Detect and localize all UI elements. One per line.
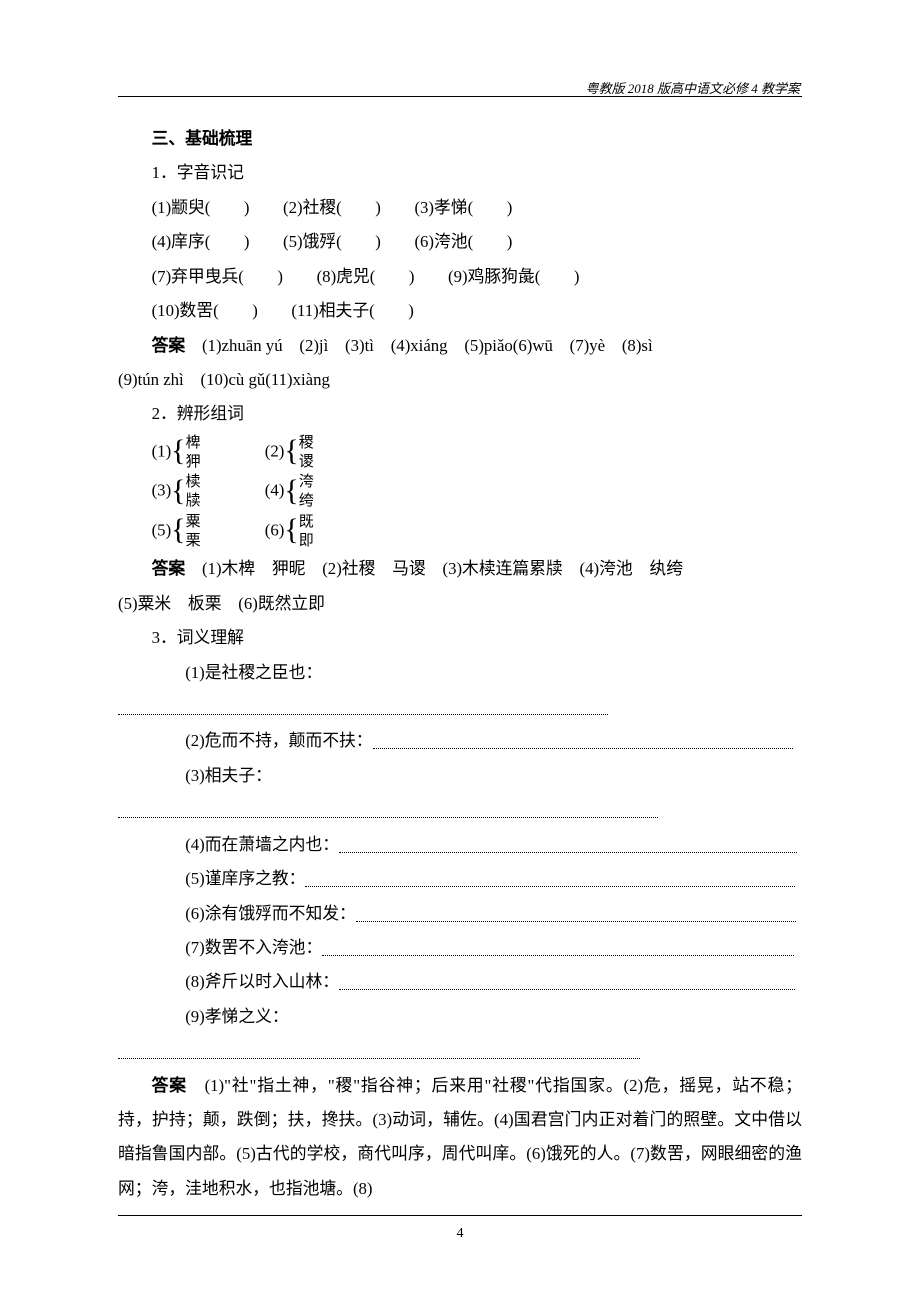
sub3-item-4: (4)而在萧墙之内也： — [118, 828, 802, 862]
char-b: 谡 — [299, 454, 314, 470]
brace-icon: { — [284, 516, 298, 543]
pair-num: (2) — [265, 441, 285, 460]
item-text: (4)而在萧墙之内也： — [152, 828, 339, 862]
sub2-title: 2．辨形组词 — [118, 397, 802, 431]
sub3-item-5: (5)谨庠序之教： — [118, 862, 802, 896]
answer-label: 答案 — [152, 559, 186, 578]
item-text: (2)危而不持，颠而不扶： — [152, 724, 373, 758]
brace-row-3: (5){粟栗 (6){既即 — [118, 513, 802, 551]
pair-2: (2){稷谡 — [265, 434, 314, 472]
pair-5: (5){粟栗 — [152, 513, 201, 551]
pair-stack: 粟栗 — [186, 513, 201, 551]
page-content: 三、基础梳理 1．字音识记 (1)颛臾( ) (2)社稷( ) (3)孝悌( )… — [118, 122, 802, 1206]
brace-icon: { — [284, 437, 298, 464]
blank-line — [339, 974, 795, 991]
sub1-title: 1．字音识记 — [118, 156, 802, 190]
sub2-answer-b: (5)粟米 板栗 (6)既然立即 — [118, 587, 802, 621]
char-a: 洿 — [299, 474, 314, 490]
sub3-item-2: (2)危而不持，颠而不扶： — [118, 724, 802, 758]
sub1-answer-b: (9)tún zhì (10)cù gǔ(11)xiàng — [118, 363, 802, 397]
blank-line — [356, 905, 796, 922]
char-a: 既 — [299, 514, 314, 530]
page-header: 粤教版 2018 版高中语文必修 4 教学案 — [585, 78, 800, 97]
item-text: (8)斧斤以时入山林： — [152, 965, 339, 999]
pair-4: (4){洿绔 — [265, 473, 314, 511]
pair-3: (3){椟牍 — [152, 473, 201, 511]
sub2-answer-a: 答案 (1)木椑 狎昵 (2)社稷 马谡 (3)木椟连篇累牍 (4)洿池 纨绔 — [118, 552, 802, 586]
brace-row-1: (1){椑狎 (2){稷谡 — [118, 434, 802, 472]
sub1-line4: (10)数罟( ) (11)相夫子( ) — [118, 294, 802, 328]
brace-icon: { — [171, 437, 185, 464]
pair-stack: 椑狎 — [186, 434, 201, 472]
sub3-item-6: (6)涂有饿殍而不知发： — [118, 897, 802, 931]
blank-line — [373, 733, 793, 750]
pair-stack: 稷谡 — [299, 434, 314, 472]
pair-num: (6) — [265, 520, 285, 539]
answer-label: 答案 — [152, 336, 186, 355]
brace-icon: { — [284, 477, 298, 504]
footer-rule — [118, 1215, 802, 1216]
item-text: (7)数罟不入洿池： — [152, 931, 323, 965]
pair-num: (4) — [265, 481, 285, 500]
item-text: (5)谨庠序之教： — [152, 862, 306, 896]
sub1-line1: (1)颛臾( ) (2)社稷( ) (3)孝悌( ) — [118, 191, 802, 225]
blank-line — [305, 870, 795, 887]
answer-label: 答案 — [152, 1076, 187, 1095]
char-b: 即 — [299, 533, 314, 549]
pair-stack: 椟牍 — [186, 473, 201, 511]
brace-icon: { — [171, 516, 185, 543]
answer-text: (1)zhuān yú (2)jì (3)tì (4)xiáng (5)piǎo… — [202, 336, 653, 355]
char-a: 椑 — [186, 435, 201, 451]
pair-num: (5) — [152, 520, 172, 539]
blank-line — [118, 801, 658, 818]
pair-num: (1) — [152, 441, 172, 460]
header-rule — [118, 96, 802, 97]
item-text: (1)是社稷之臣也： — [152, 656, 323, 690]
sub3-item-7: (7)数罟不入洿池： — [118, 931, 802, 965]
sub1-line3: (7)弃甲曳兵( ) (8)虎兕( ) (9)鸡豚狗彘( ) — [118, 260, 802, 294]
pair-stack: 洿绔 — [299, 473, 314, 511]
char-b: 栗 — [186, 533, 201, 549]
blank-line — [339, 836, 797, 853]
sub3-item-1: (1)是社稷之臣也： — [118, 656, 802, 725]
char-b: 狎 — [186, 454, 201, 470]
pair-6: (6){既即 — [265, 513, 314, 551]
char-b: 绔 — [299, 493, 314, 509]
page-number: 4 — [0, 1226, 920, 1242]
blank-line — [322, 939, 794, 956]
sub3-item-9: (9)孝悌之义： — [118, 1000, 802, 1069]
item-text: (3)相夫子： — [152, 759, 272, 793]
pair-stack: 既即 — [299, 513, 314, 551]
char-a: 椟 — [186, 474, 201, 490]
sub3-title: 3．词义理解 — [118, 621, 802, 655]
char-b: 牍 — [186, 493, 201, 509]
sub3-answer: 答案 (1)"社"指土神，"稷"指谷神；后来用"社稷"代指国家。(2)危，摇晃，… — [118, 1069, 802, 1207]
pair-num: (3) — [152, 481, 172, 500]
blank-line — [118, 698, 608, 715]
sub1-answer-a: 答案 (1)zhuān yú (2)jì (3)tì (4)xiáng (5)p… — [118, 329, 802, 363]
item-text: (9)孝悌之义： — [152, 1000, 289, 1034]
char-a: 稷 — [299, 435, 314, 451]
answer-text: (1)"社"指土神，"稷"指谷神；后来用"社稷"代指国家。(2)危，摇晃，站不稳… — [118, 1076, 802, 1198]
sub3-item-8: (8)斧斤以时入山林： — [118, 965, 802, 999]
brace-icon: { — [171, 477, 185, 504]
item-text: (6)涂有饿殍而不知发： — [152, 897, 356, 931]
sub1-line2: (4)庠序( ) (5)饿殍( ) (6)洿池( ) — [118, 225, 802, 259]
section-title: 三、基础梳理 — [118, 122, 802, 156]
answer-text: (1)木椑 狎昵 (2)社稷 马谡 (3)木椟连篇累牍 (4)洿池 纨绔 — [202, 559, 683, 578]
pair-1: (1){椑狎 — [152, 434, 201, 472]
char-a: 粟 — [186, 514, 201, 530]
blank-line — [118, 1042, 640, 1059]
sub3-item-3: (3)相夫子： — [118, 759, 802, 828]
brace-row-2: (3){椟牍 (4){洿绔 — [118, 473, 802, 511]
